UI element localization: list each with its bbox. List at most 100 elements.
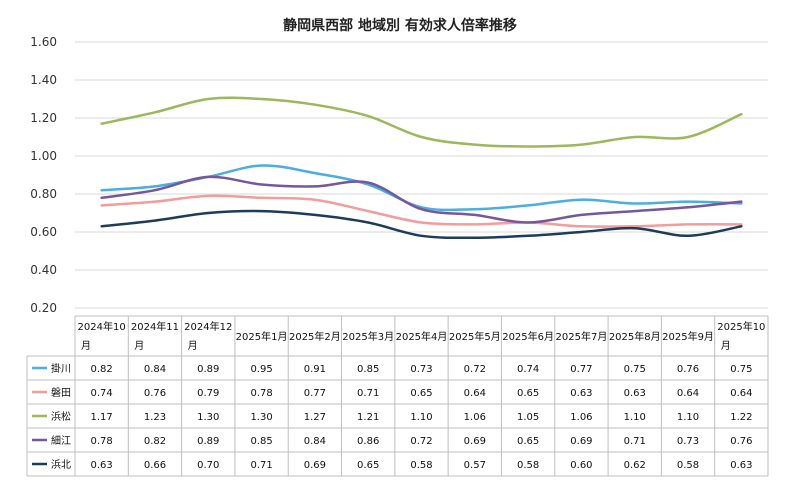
data-label: 0.74 [517, 364, 539, 375]
y-tick-label: 0.20 [30, 301, 57, 315]
data-label: 0.71 [624, 436, 646, 447]
data-label: 0.86 [357, 436, 379, 447]
data-label: 0.76 [677, 364, 699, 375]
data-label: 0.70 [197, 460, 219, 471]
data-label: 0.89 [197, 436, 219, 447]
y-tick-label: 1.00 [30, 149, 57, 163]
x-tick-label-suffix: 月 [721, 340, 731, 352]
data-label: 0.95 [250, 364, 272, 375]
data-label: 1.30 [197, 412, 219, 423]
data-label: 1.06 [464, 412, 486, 423]
data-label: 0.78 [250, 388, 272, 399]
legend-label: 浜北 [51, 459, 71, 471]
x-tick-label: 2025年4月 [396, 330, 448, 343]
data-label: 0.58 [517, 460, 539, 471]
data-label: 0.79 [197, 388, 219, 399]
data-label: 0.65 [517, 436, 539, 447]
y-tick-label: 0.40 [30, 263, 57, 277]
data-label: 0.65 [410, 388, 432, 399]
data-label: 0.57 [464, 460, 486, 471]
data-label: 0.85 [250, 436, 272, 447]
x-tick-label: 2025年5月 [449, 330, 501, 343]
data-label: 0.72 [464, 364, 486, 375]
data-label: 0.58 [410, 460, 432, 471]
data-label: 1.05 [517, 412, 539, 423]
data-label: 0.60 [570, 460, 592, 471]
x-tick-label: 2024年12 [184, 320, 232, 333]
data-label: 0.62 [624, 460, 646, 471]
data-label: 0.73 [410, 364, 432, 375]
data-label: 0.76 [144, 388, 166, 399]
x-tick-label-suffix: 月 [81, 340, 91, 352]
data-label: 0.58 [677, 460, 699, 471]
x-tick-label: 2025年2月 [289, 330, 341, 343]
y-tick-label: 1.40 [30, 73, 57, 87]
data-label: 0.85 [357, 364, 379, 375]
series-line-4 [100, 209, 743, 240]
data-label: 0.82 [144, 436, 166, 447]
y-tick-label: 1.20 [30, 111, 57, 125]
x-tick-label: 2025年3月 [342, 330, 394, 343]
x-tick-label: 2025年6月 [502, 330, 554, 343]
series-line-0 [100, 164, 743, 212]
data-label: 0.71 [250, 460, 272, 471]
chart-title: 静岡県西部 地域別 有効求人倍率推移 [283, 17, 517, 34]
data-label: 1.10 [624, 412, 646, 423]
y-tick-label: 1.60 [30, 35, 57, 49]
data-label: 0.69 [304, 460, 326, 471]
x-tick-label-suffix: 月 [188, 340, 198, 352]
data-label: 0.69 [570, 436, 592, 447]
data-label: 0.75 [730, 364, 752, 375]
data-label: 0.89 [197, 364, 219, 375]
x-tick-label: 2024年11 [131, 320, 179, 333]
data-label: 0.65 [517, 388, 539, 399]
data-label: 1.22 [730, 412, 752, 423]
series-line-2 [100, 96, 743, 148]
data-label: 0.64 [730, 388, 752, 399]
data-label: 0.63 [730, 460, 752, 471]
series-line-3 [100, 175, 743, 224]
x-tick-label: 2025年8月 [609, 330, 661, 343]
data-label: 0.71 [357, 388, 379, 399]
data-label: 0.66 [144, 460, 166, 471]
data-label: 0.77 [570, 364, 592, 375]
data-label: 0.84 [304, 436, 326, 447]
data-label: 0.64 [677, 388, 699, 399]
data-label: 0.77 [304, 388, 326, 399]
data-label: 0.75 [624, 364, 646, 375]
x-tick-label: 2025年7月 [556, 330, 608, 343]
legend-label: 磐田 [51, 386, 71, 399]
data-label: 0.69 [464, 436, 486, 447]
y-tick-label: 0.80 [30, 187, 57, 201]
data-label: 0.65 [357, 460, 379, 471]
data-label: 0.63 [624, 388, 646, 399]
x-tick-label: 2025年10 [717, 320, 765, 333]
data-label: 1.23 [144, 412, 166, 423]
data-label: 1.10 [677, 412, 699, 423]
x-tick-label: 2025年9月 [662, 330, 714, 343]
data-label: 1.27 [304, 412, 326, 423]
x-tick-label: 2024年10 [78, 320, 126, 333]
series-line-1 [100, 194, 743, 228]
legend-label: 細江 [51, 434, 71, 447]
data-label: 0.76 [730, 436, 752, 447]
y-tick-label: 0.60 [30, 225, 57, 239]
data-label: 1.17 [91, 412, 113, 423]
legend-label: 掛川 [51, 362, 71, 375]
data-label: 0.91 [304, 364, 326, 375]
legend-label: 浜松 [51, 410, 71, 423]
data-label: 1.06 [570, 412, 592, 423]
x-tick-label-suffix: 月 [134, 340, 144, 352]
data-label: 1.21 [357, 412, 379, 423]
data-label: 0.63 [570, 388, 592, 399]
data-label: 0.63 [91, 460, 113, 471]
data-label: 1.10 [410, 412, 432, 423]
data-label: 0.64 [464, 388, 486, 399]
data-label: 0.74 [91, 388, 113, 399]
data-label: 0.82 [91, 364, 113, 375]
data-label: 0.84 [144, 364, 166, 375]
data-label: 0.72 [410, 436, 432, 447]
data-label: 1.30 [250, 412, 272, 423]
